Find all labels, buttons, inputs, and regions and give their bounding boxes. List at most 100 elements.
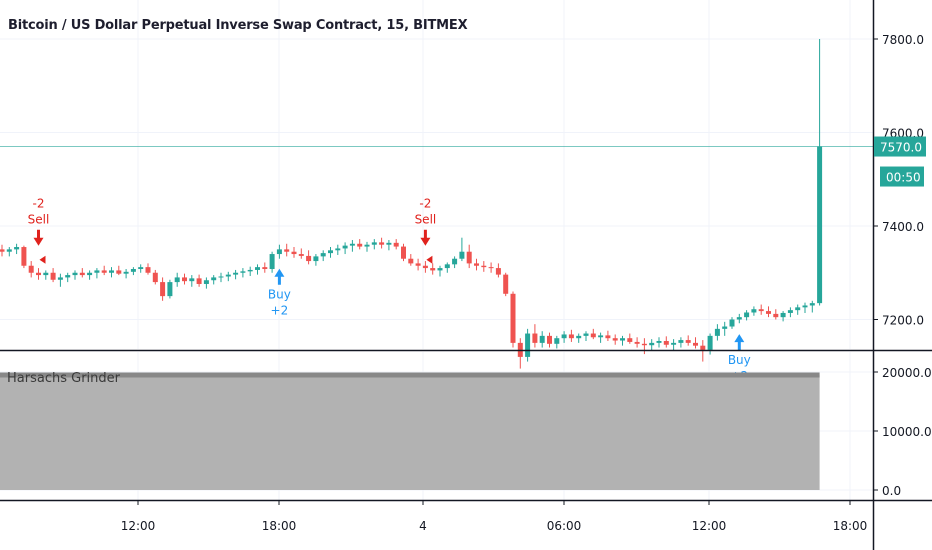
candle-body bbox=[79, 272, 85, 276]
candle-body bbox=[656, 341, 662, 343]
candle-body bbox=[233, 272, 239, 275]
sell-label: Sell bbox=[28, 213, 50, 227]
candle-body bbox=[809, 303, 815, 306]
candle-body bbox=[174, 277, 180, 283]
indicator-tick-label: 10000.0 bbox=[882, 425, 932, 439]
candle-body bbox=[276, 249, 282, 255]
candle-body bbox=[452, 258, 458, 265]
candle-body bbox=[65, 275, 71, 278]
candle-body bbox=[87, 272, 93, 276]
candle-body bbox=[342, 245, 348, 249]
candle-body bbox=[620, 338, 625, 341]
candle-body bbox=[320, 253, 326, 257]
time-tick-label: 18:00 bbox=[262, 519, 297, 533]
candle-body bbox=[488, 267, 494, 269]
candle-body bbox=[349, 243, 355, 246]
candle-body bbox=[532, 333, 538, 343]
candle-body bbox=[269, 254, 275, 270]
candle-body bbox=[328, 250, 333, 254]
candle-body bbox=[561, 334, 567, 339]
indicator-area bbox=[0, 372, 820, 490]
candle-body bbox=[225, 274, 231, 277]
buy-arrow-icon bbox=[734, 334, 745, 351]
candle-body bbox=[101, 270, 107, 273]
candle-body bbox=[57, 277, 63, 280]
candle-body bbox=[21, 247, 27, 266]
candle-body bbox=[627, 338, 633, 342]
sell-arrow-icon bbox=[33, 229, 44, 246]
time-axis[interactable]: 12:00 18:00 4 06:00 12:00 18:00 bbox=[121, 500, 868, 533]
candle-body bbox=[43, 272, 49, 276]
time-tick-label: 06:00 bbox=[547, 519, 582, 533]
candle-body bbox=[72, 272, 78, 276]
candle-body bbox=[422, 265, 428, 269]
candle-body bbox=[466, 251, 472, 264]
indicator-tick-label: 20000.0 bbox=[882, 366, 932, 380]
candle-body bbox=[634, 341, 640, 344]
candle-body bbox=[306, 255, 312, 262]
candle-body bbox=[802, 305, 808, 308]
candle-body bbox=[736, 317, 742, 320]
candle-body bbox=[28, 265, 34, 273]
candle-body bbox=[116, 270, 122, 274]
time-tick-label: 12:00 bbox=[692, 519, 727, 533]
chart-title: Bitcoin / US Dollar Perpetual Inverse Sw… bbox=[8, 18, 468, 33]
candle-body bbox=[758, 309, 764, 312]
candle-body bbox=[678, 340, 684, 343]
sell-entry-marker bbox=[426, 255, 433, 264]
candle-body bbox=[671, 342, 677, 345]
candle-body bbox=[430, 268, 436, 271]
candle-body bbox=[576, 335, 582, 339]
candle-body bbox=[707, 335, 713, 350]
indicator-title: Harsachs Grinder bbox=[7, 371, 120, 386]
sell-arrow-icon bbox=[420, 229, 431, 246]
candle-body bbox=[817, 146, 823, 304]
indicator-scale[interactable]: 20000.0 10000.0 0.0 bbox=[873, 366, 932, 498]
price-grid bbox=[0, 0, 873, 349]
candle-body bbox=[393, 242, 399, 247]
candle-body bbox=[766, 311, 771, 314]
price-tick-label: 7400.0 bbox=[882, 220, 924, 234]
candle-body bbox=[240, 271, 246, 273]
candle-body bbox=[36, 272, 41, 276]
last-price-badge bbox=[874, 136, 926, 157]
sell-entry-marker bbox=[39, 255, 46, 264]
candle-body bbox=[145, 267, 151, 273]
candle-body bbox=[649, 342, 655, 346]
candle-body bbox=[773, 313, 779, 318]
countdown-label: 00:50 bbox=[886, 171, 921, 185]
candle-body bbox=[663, 341, 669, 345]
candle-body bbox=[503, 274, 509, 294]
indicator-tick-label: 0.0 bbox=[882, 484, 901, 498]
candle-body bbox=[364, 244, 370, 247]
candle-body bbox=[554, 338, 560, 344]
candle-body bbox=[189, 278, 195, 282]
candle-body bbox=[590, 333, 596, 338]
candle-body bbox=[605, 335, 611, 339]
candle-body bbox=[298, 254, 304, 256]
candle-body bbox=[357, 243, 363, 247]
sell-qty-label: -2 bbox=[419, 197, 431, 211]
candle-body bbox=[182, 277, 187, 282]
candle-body bbox=[335, 248, 341, 251]
candle-body bbox=[568, 334, 574, 339]
candle-body bbox=[714, 328, 720, 336]
candle-body bbox=[255, 267, 260, 270]
candle-body bbox=[94, 270, 100, 273]
last-price-label: 7570.0 bbox=[880, 141, 922, 155]
candle-body bbox=[444, 264, 450, 269]
candle-body bbox=[693, 342, 698, 346]
buy-label: Buy bbox=[728, 353, 751, 367]
candle-body bbox=[495, 268, 501, 275]
candle-body bbox=[152, 272, 158, 283]
candle-body bbox=[685, 340, 691, 343]
candle-body bbox=[123, 271, 129, 274]
candle-body bbox=[474, 263, 479, 266]
candle-body bbox=[0, 249, 5, 252]
candle-body bbox=[130, 269, 136, 272]
candle-body bbox=[459, 251, 465, 259]
buy-arrow-icon bbox=[274, 268, 285, 285]
